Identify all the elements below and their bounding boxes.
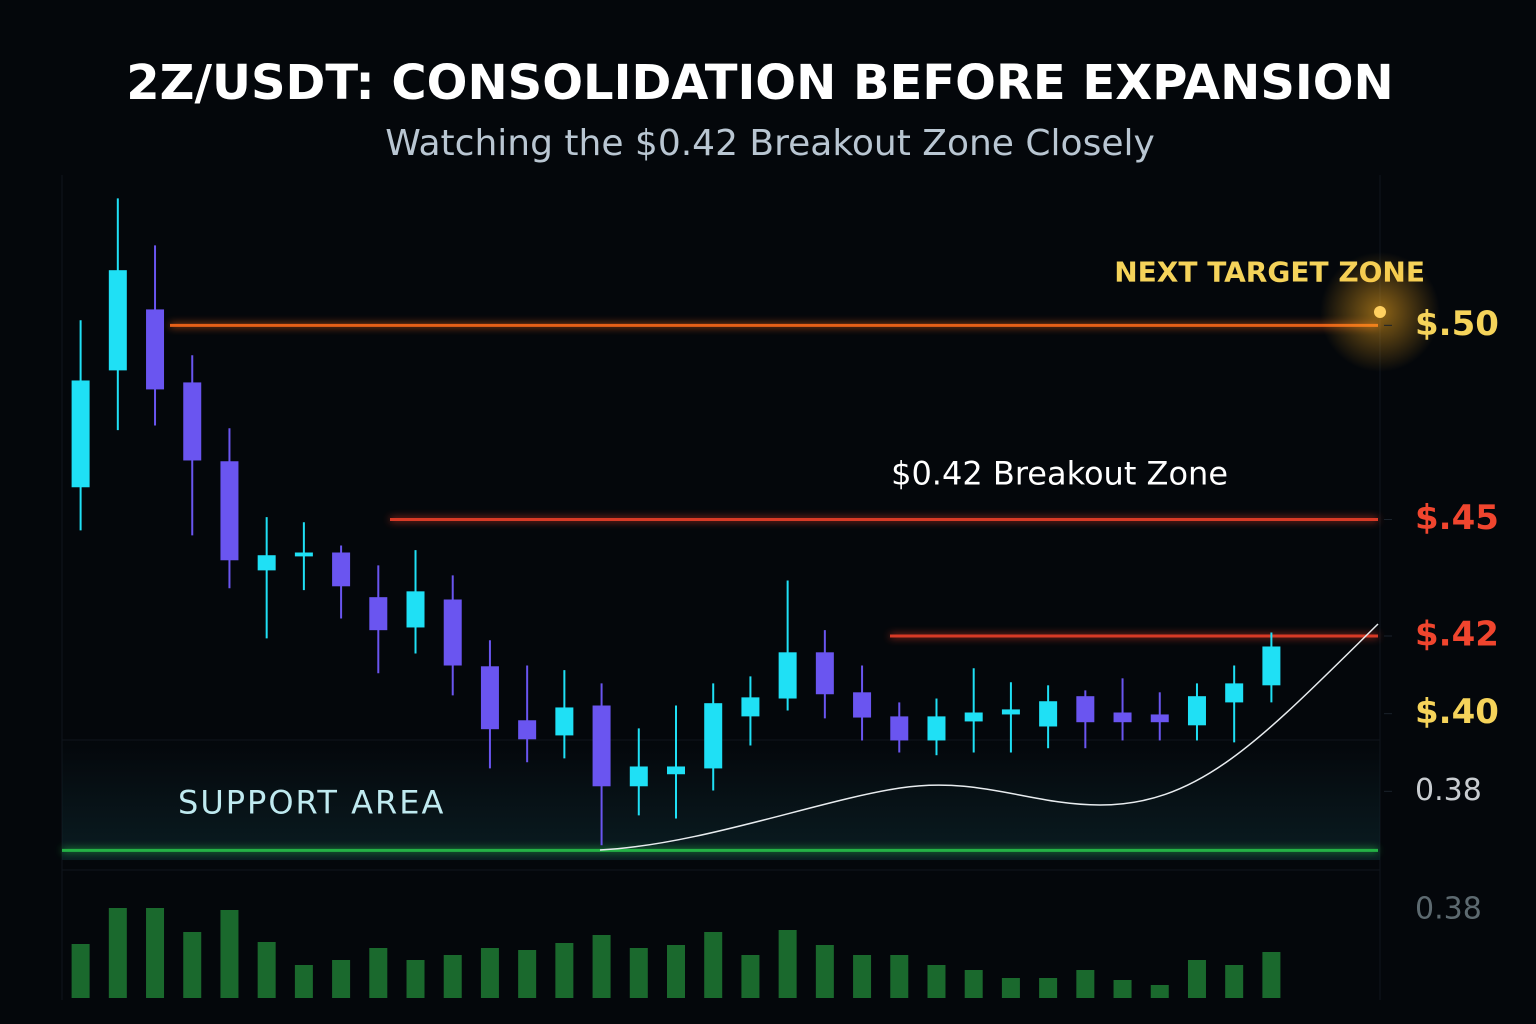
candle-body [890, 716, 909, 741]
candle-body [332, 552, 351, 587]
volume-bar [741, 955, 760, 998]
volume-bar [1076, 970, 1095, 998]
volume-bar [1187, 960, 1206, 998]
volume-bar [1039, 978, 1058, 998]
volume-bar [1001, 978, 1020, 998]
candle-body [1150, 714, 1169, 723]
candle-body [220, 461, 239, 561]
candle-body [1039, 701, 1058, 727]
y-tick-label: $.42 [1415, 615, 1499, 655]
candle-body [1076, 696, 1095, 723]
volume-bar [1150, 985, 1169, 998]
candle-body [1001, 709, 1020, 715]
candle-body [369, 597, 388, 631]
candle-body [518, 720, 537, 740]
volume-bar [480, 948, 499, 998]
trend-curve [599, 623, 1379, 851]
volume-bar [183, 932, 202, 998]
candle-body [183, 382, 202, 461]
volume-bar [667, 945, 685, 998]
y-tick-label: $.40 [1415, 692, 1499, 732]
candle-body [406, 591, 425, 628]
volume-bar [518, 950, 537, 998]
volume-bar [964, 970, 983, 998]
volume-bar [108, 908, 127, 998]
volume-bar [71, 944, 90, 998]
volume-bar [294, 965, 313, 998]
volume-bar [1225, 965, 1244, 998]
candle-body [443, 599, 462, 666]
chart-subtitle: Watching the $0.42 Breakout Zone Closely [385, 123, 1155, 164]
y-tick-label: $.50 [1415, 304, 1499, 344]
level-label: SUPPORT AREA [178, 783, 445, 821]
candle-body [815, 652, 834, 695]
candle-body [592, 705, 611, 787]
candle-body [964, 712, 983, 722]
volume-bar [890, 955, 909, 998]
candle-body [853, 692, 872, 718]
volume-bar [629, 948, 648, 998]
candle-body [1225, 683, 1244, 703]
candle-body [1262, 646, 1281, 686]
volume-bar [1262, 952, 1281, 998]
volume-bar [815, 945, 834, 998]
candle-body [257, 555, 276, 571]
candle-body [294, 552, 313, 557]
volume-bar [220, 910, 239, 998]
candle-body [108, 270, 127, 371]
candle-body [741, 697, 760, 717]
chart-title: 2Z/USDT: CONSOLIDATION BEFORE EXPANSION [126, 55, 1393, 111]
candle-body [778, 652, 797, 699]
candle-body [71, 380, 90, 488]
volume-bar [369, 948, 388, 998]
volume-bar [927, 965, 946, 998]
level-label: $0.42 Breakout Zone [891, 455, 1228, 493]
volume-bar [592, 935, 611, 998]
target-dot [1374, 306, 1386, 318]
candle-body [629, 766, 648, 787]
candle-body [1113, 712, 1132, 723]
y-tick-label: $.45 [1415, 498, 1499, 538]
candle-body [1187, 696, 1206, 726]
candle-body [480, 666, 499, 730]
volume-bar [555, 943, 574, 998]
volume-bar [146, 908, 165, 998]
candle-body [927, 716, 946, 741]
volume-bar [1113, 980, 1132, 998]
volume-bar [443, 955, 462, 998]
y-tick-label: 0.38 [1415, 773, 1482, 808]
candle-body [555, 707, 574, 736]
volume-bar [853, 955, 872, 998]
volume-bar [332, 960, 351, 998]
candle-body [146, 309, 165, 390]
candle-body [704, 703, 723, 769]
volume-axis-label: 0.38 [1415, 892, 1482, 927]
volume-bar [257, 942, 276, 998]
candle-body [667, 766, 685, 775]
volume-bar [406, 960, 425, 998]
volume-bar [778, 930, 797, 998]
volume-bar [704, 932, 723, 998]
